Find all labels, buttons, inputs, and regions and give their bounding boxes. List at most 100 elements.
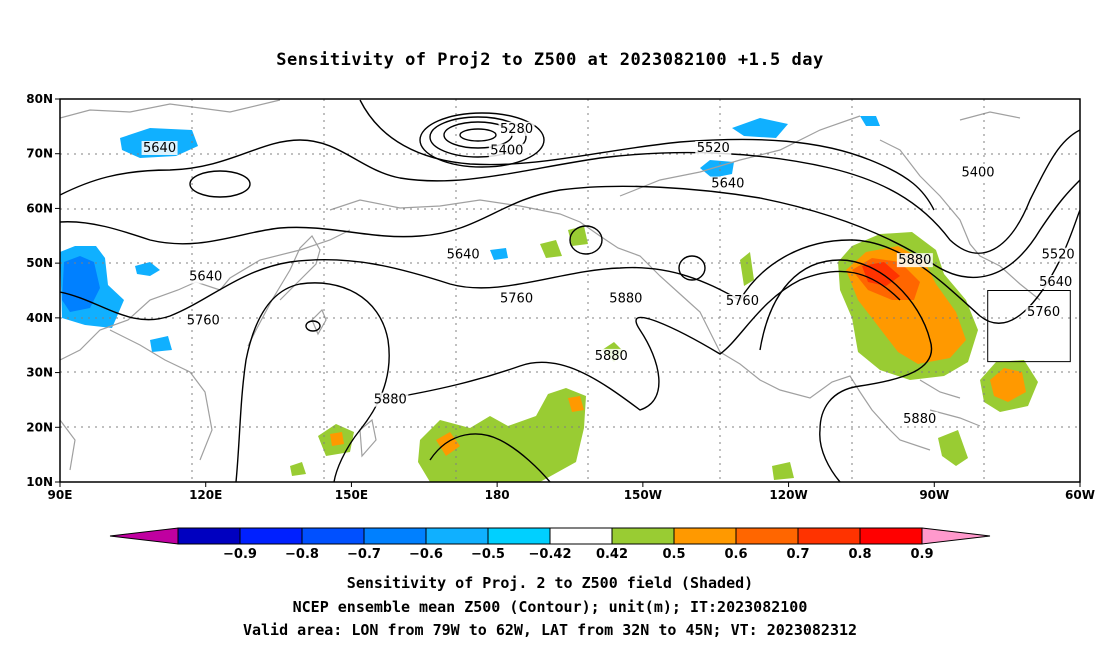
lat-tick-label: 10N — [26, 475, 53, 489]
lat-tick-label: 80N — [26, 92, 53, 106]
caption-shaded: Sensitivity of Proj. 2 to Z500 field (Sh… — [346, 574, 754, 592]
z500-contours — [60, 99, 1080, 482]
contour-label-bg — [607, 291, 644, 306]
colorbar-segment — [735, 527, 799, 545]
contour-labels: 5640 5280 5400 5520 5640 5400 5640 5640 5760 5760… — [141, 121, 1077, 427]
colorbar: −0.9 −0.8 −0.7 −0.6 −0.5 −0.42 0.42 0.5 0.6 0.7 0.… — [109, 527, 991, 562]
negative-sensitivity-region — [150, 336, 172, 352]
contour-label: 5880 — [374, 393, 407, 408]
colorbar-label: 0.8 — [848, 547, 871, 562]
contour-5280-low — [459, 128, 497, 142]
contour-label-bg — [896, 253, 933, 268]
contour-label: 5520 — [697, 141, 730, 156]
colorbar-segment — [549, 527, 613, 545]
valid-area-box — [987, 290, 1071, 363]
contour-label-bg — [498, 291, 535, 306]
contour-small-ring — [305, 320, 321, 332]
colorbar-segment — [177, 527, 241, 545]
lat-tick-label: 50N — [26, 256, 53, 270]
colorbar-segment — [425, 527, 489, 545]
colorbar-segment — [239, 527, 303, 545]
negative-sensitivity-region — [732, 118, 788, 138]
colorbar-segment — [487, 527, 551, 545]
lon-tick-label: 150E — [335, 488, 368, 502]
contour-low-ring — [429, 116, 527, 158]
map-frame — [59, 98, 1081, 483]
positive-sensitivity-region — [740, 252, 754, 286]
lat-tick-label: 30N — [26, 366, 53, 380]
contour-label-bg — [445, 247, 482, 262]
contour-label-bg — [498, 121, 535, 136]
contour-label-bg — [185, 313, 222, 328]
contour-5520 — [60, 129, 1080, 254]
lon-tick-label: 90E — [48, 488, 73, 502]
contour-label-bg — [372, 392, 409, 407]
positive-sensitivity-region — [290, 462, 306, 476]
colorbar-segment — [673, 527, 737, 545]
contour-label: 5640 — [189, 270, 222, 285]
colorbar-label: 0.7 — [786, 547, 809, 562]
contour-label-bg — [1025, 305, 1062, 320]
contour-label-bg — [960, 165, 996, 180]
colorbar-label: 0.9 — [910, 547, 933, 562]
contour-label-bg — [901, 411, 938, 426]
contour-label: 5880 — [595, 349, 628, 364]
colorbar-segment — [859, 527, 923, 545]
colorbar-segment — [611, 527, 675, 545]
contour-label-bg — [187, 269, 224, 284]
lon-tick-label: 150W — [624, 488, 662, 502]
contour-label: 5880 — [898, 253, 931, 268]
contour-5640 — [60, 179, 1080, 279]
contour-label: 5760 — [187, 313, 220, 328]
contour-5880-west — [235, 282, 390, 482]
positive-sensitivity-region — [938, 430, 968, 466]
colorbar-label: −0.5 — [471, 547, 505, 562]
negative-sensitivity-region — [860, 116, 880, 126]
caption-contour: NCEP ensemble mean Z500 (Contour); unit(… — [292, 598, 808, 616]
longitude-axis: 90E 120E 150E 180 150W 120W 90W 60W — [48, 482, 1095, 502]
positive-sensitivity-region — [568, 396, 584, 412]
contour-label: 5760 — [500, 291, 533, 306]
colorbar-max-arrow — [921, 527, 991, 545]
contour-cutoff-low — [678, 255, 706, 281]
colorbar-label: −0.9 — [223, 547, 257, 562]
contour-5400 — [359, 99, 935, 211]
contour-label: 5520 — [1042, 248, 1075, 263]
colorbar-label: −0.42 — [529, 547, 572, 562]
contour-label-bg — [1040, 247, 1077, 262]
colorbar-segment — [301, 527, 365, 545]
map-title: Sensitivity of Proj2 to Z500 at 20230821… — [276, 50, 824, 70]
contour-label-bg — [488, 143, 525, 158]
contour-cutoff-low — [569, 225, 603, 255]
contour-5760 — [60, 209, 1080, 324]
contour-label: 5400 — [490, 144, 523, 159]
positive-sensitivity-region — [330, 432, 344, 446]
negative-sensitivity-region — [700, 160, 734, 178]
negative-sensitivity-region — [62, 256, 100, 312]
caption-valid-area: Valid area: LON from 79W to 62W, LAT fro… — [242, 621, 858, 639]
colorbar-min-arrow — [109, 527, 179, 545]
contour-label-bg — [141, 140, 178, 155]
positive-sensitivity-region — [540, 240, 562, 258]
lon-tick-label: 60W — [1065, 488, 1095, 502]
contour-label: 5640 — [447, 248, 480, 263]
contour-label: 5640 — [143, 141, 176, 156]
contour-low-ring — [419, 112, 545, 168]
contour-5880-central — [379, 270, 901, 411]
contour-5880-east — [759, 259, 933, 482]
colorbar-label: −0.6 — [409, 547, 443, 562]
contour-label: 5640 — [711, 177, 744, 192]
contour-label: 5880 — [609, 291, 642, 306]
contour-label-bg — [593, 348, 630, 363]
contour-5640-low — [189, 170, 251, 198]
positive-sensitivity-region — [990, 368, 1026, 402]
colorbar-label: 0.5 — [662, 547, 685, 562]
lon-tick-label: 120E — [189, 488, 222, 502]
positive-sensitivity-region — [772, 462, 794, 480]
lat-tick-label: 40N — [26, 311, 53, 325]
contour-label-bg — [709, 176, 746, 191]
contour-5880-south — [429, 433, 551, 482]
colorbar-label: 0.6 — [724, 547, 747, 562]
contour-label-bg — [724, 294, 761, 309]
